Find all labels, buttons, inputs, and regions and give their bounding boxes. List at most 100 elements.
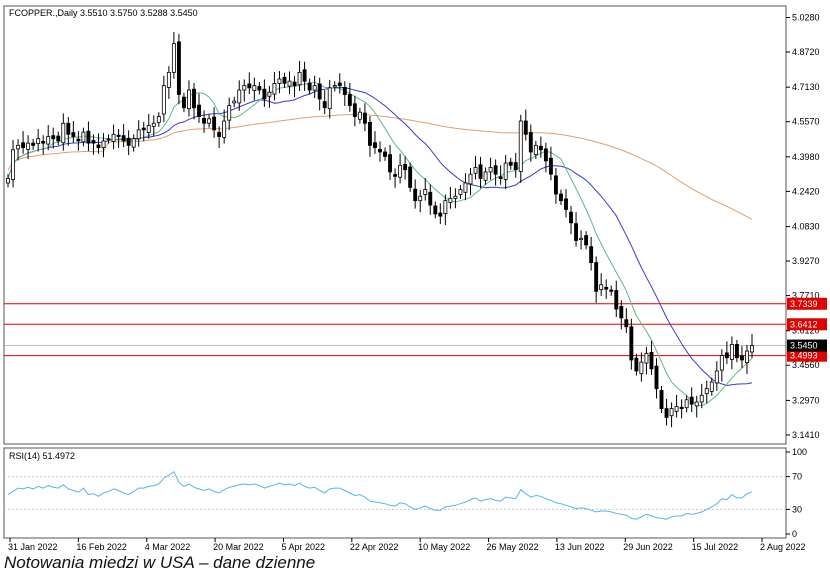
- level-label-bg: [787, 318, 827, 331]
- candle-body: [217, 132, 222, 137]
- candle-body: [26, 142, 31, 150]
- x-tick-label: 31 Jan 2022: [8, 542, 58, 552]
- candle-body: [614, 290, 619, 310]
- candle-body: [51, 135, 56, 140]
- rsi-y-tick-label: 100: [792, 447, 807, 457]
- candle-body: [36, 138, 41, 144]
- y-tick-label: 4.5570: [792, 117, 820, 127]
- y-tick-label: 3.9270: [792, 256, 820, 266]
- y-tick-label: 5.0280: [792, 13, 820, 23]
- candle-body: [302, 69, 307, 82]
- candle-body: [46, 136, 51, 145]
- candle-body: [176, 41, 181, 95]
- candle-body: [548, 157, 553, 175]
- current-price-label-bg: [787, 339, 827, 352]
- candle-body: [192, 88, 196, 109]
- candle-body: [604, 286, 609, 290]
- chart-title: FCOPPER.,Daily 3.5510 3.5750 3.5288 3.54…: [9, 8, 198, 18]
- candle-body: [367, 121, 372, 146]
- moving-average-mid: [7, 86, 753, 387]
- candle-body: [483, 171, 488, 181]
- candle-body: [262, 88, 267, 100]
- candle-body: [96, 144, 101, 148]
- x-tick-label: 4 Mar 2022: [145, 542, 191, 552]
- candle-body: [584, 235, 589, 246]
- candle-body: [156, 116, 161, 123]
- candle-body: [438, 212, 443, 217]
- candle-body: [126, 137, 131, 146]
- candle-body: [594, 262, 599, 292]
- candle-body: [448, 198, 453, 203]
- candle-body: [91, 140, 96, 144]
- level-label-bg: [787, 349, 827, 362]
- candle-body: [403, 163, 408, 171]
- candle-body: [31, 142, 36, 146]
- x-tick-label: 22 Apr 2022: [350, 542, 399, 552]
- candle-body: [81, 131, 86, 143]
- candle-body: [171, 43, 176, 73]
- candle-body: [166, 71, 171, 88]
- candle-body: [579, 237, 584, 240]
- candle-body: [161, 85, 166, 115]
- main-panel-frame: [3, 5, 787, 445]
- candle-body: [202, 117, 207, 124]
- x-tick-label: 15 Jul 2022: [692, 542, 739, 552]
- candle-body: [207, 118, 212, 124]
- candle-body: [699, 394, 704, 403]
- candle-body: [86, 130, 91, 144]
- x-tick-label: 10 May 2022: [418, 542, 470, 552]
- candle-body: [473, 167, 478, 174]
- rsi-y-tick-label: 30: [792, 504, 802, 514]
- candle-body: [508, 161, 513, 166]
- current-price-label: 3.5450: [790, 341, 818, 351]
- candle-body: [378, 148, 382, 153]
- candle-body: [589, 246, 594, 264]
- candle-body: [76, 138, 81, 142]
- candle-body: [714, 370, 719, 384]
- candle-body: [679, 406, 684, 410]
- candle-body: [272, 83, 277, 95]
- candle-body: [101, 140, 106, 148]
- candle-body: [362, 112, 367, 124]
- rsi-panel-frame: [3, 447, 787, 539]
- candle-body: [287, 80, 292, 87]
- candle-body: [709, 381, 714, 392]
- candle-body: [292, 81, 297, 87]
- candle-body: [11, 149, 15, 180]
- candle-body: [518, 120, 523, 172]
- candle-body: [458, 189, 463, 195]
- x-tick-label: 29 Jun 2022: [623, 542, 673, 552]
- candle-body: [574, 223, 579, 241]
- candle-body: [277, 78, 282, 84]
- candle-body: [453, 195, 458, 199]
- candle-body: [433, 205, 438, 215]
- candle-body: [312, 85, 317, 91]
- candle-body: [418, 195, 423, 202]
- candle-body: [413, 188, 418, 202]
- rsi-y-tick-label: 0: [792, 529, 797, 539]
- candle-body: [388, 154, 393, 173]
- candle-body: [408, 166, 413, 188]
- candle-body: [61, 122, 66, 144]
- candle-body: [21, 142, 26, 148]
- candle-body: [729, 344, 734, 360]
- level-label: 3.6412: [790, 319, 818, 329]
- y-tick-label: 3.1410: [792, 430, 820, 440]
- candle-body: [523, 120, 528, 135]
- candle-body: [393, 174, 398, 177]
- candle-body: [322, 101, 327, 109]
- moving-average-fast: [7, 81, 753, 407]
- x-tick-label: 16 Feb 2022: [76, 542, 127, 552]
- y-tick-label: 4.0830: [792, 222, 820, 232]
- candle-body: [357, 111, 362, 120]
- candle-body: [553, 175, 558, 195]
- candle-body: [624, 319, 629, 328]
- candle-body: [564, 198, 568, 210]
- candle-body: [136, 129, 141, 140]
- candle-body: [498, 176, 503, 179]
- chart-caption: Notowania miedzi w USA – dane dzienne: [4, 553, 316, 572]
- candle-body: [644, 352, 649, 364]
- candle-body: [187, 89, 191, 110]
